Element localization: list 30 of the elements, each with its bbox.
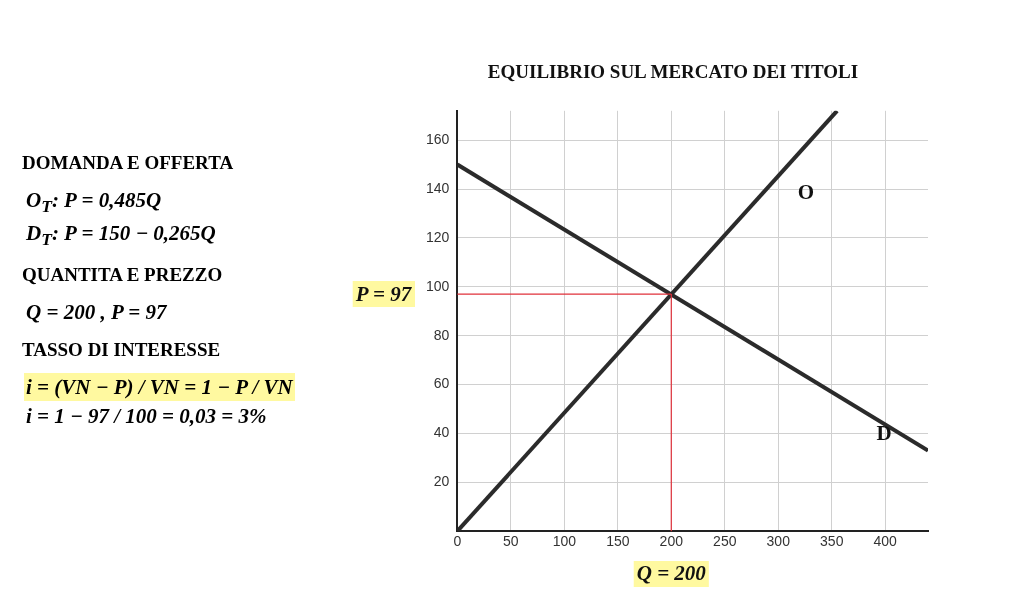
text: QUANTITA E PREZZO — [21, 263, 224, 288]
x-tick-label: 200 — [659, 533, 684, 550]
ref-line-label: P = 97 — [354, 281, 413, 306]
series-label: D — [876, 420, 892, 445]
text: DOMANDA E OFFERTA — [21, 151, 235, 175]
x-tick-label: 50 — [503, 533, 519, 550]
y-tick-label: 100 — [426, 277, 450, 294]
y-tick-label: 120 — [426, 228, 450, 245]
text: i = 1 − 97 / 100 = 0,03 = 3% — [25, 403, 268, 431]
x-tick-label: 250 — [713, 533, 737, 550]
chart-title: EQUILIBRIO SUL MERCATO DEI TITOLI — [487, 61, 859, 83]
series-label: O — [797, 180, 815, 205]
x-tick-label: 300 — [766, 533, 791, 550]
y-tick-label: 140 — [426, 179, 450, 196]
x-tick-label: 400 — [873, 533, 898, 550]
x-tick-label: 0 — [453, 533, 462, 550]
y-tick-label: 80 — [433, 326, 450, 343]
x-tick-label: 100 — [552, 533, 577, 550]
ref-line-label: Q = 200 — [636, 561, 707, 586]
y-tick-label: 20 — [433, 473, 450, 490]
x-tick-label: 350 — [820, 533, 844, 550]
x-tick-label: 150 — [606, 533, 630, 550]
text: D$_{T}$: P = 150 − 0,265Q — [25, 220, 217, 250]
y-tick-label: 40 — [433, 424, 450, 441]
text: TASSO DI INTERESSE — [21, 338, 222, 363]
text: Q = 200 , P = 97 — [25, 299, 168, 327]
text: O$_{T}$: P = 0,485Q — [25, 187, 163, 217]
y-tick-label: 160 — [426, 130, 450, 147]
text: i = (VN − P) / VN = 1 − P / VN — [24, 373, 295, 402]
y-tick-label: 60 — [433, 375, 450, 392]
